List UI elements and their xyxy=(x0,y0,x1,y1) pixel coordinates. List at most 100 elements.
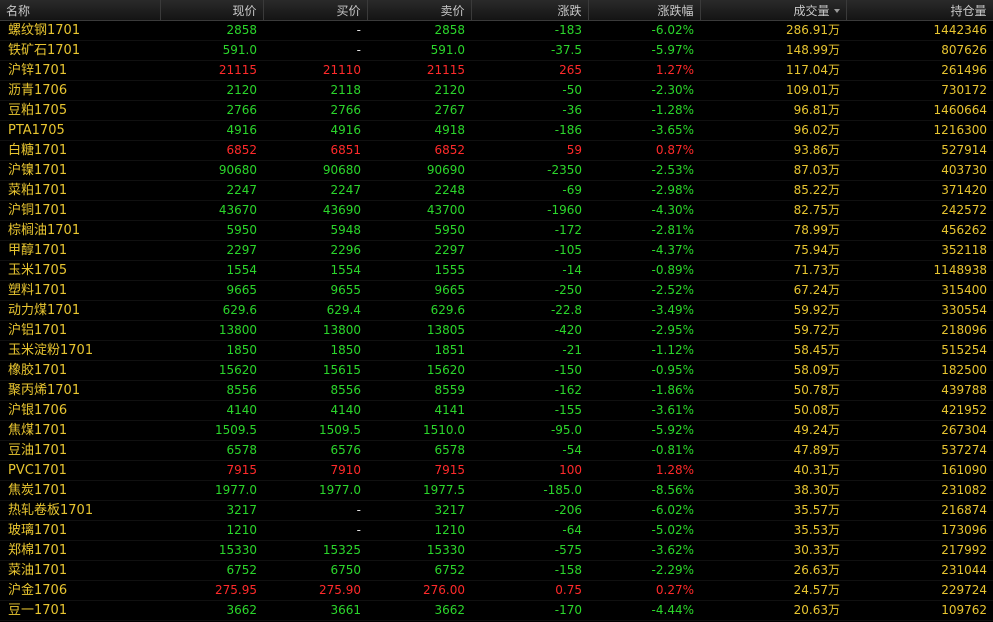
table-row[interactable]: 塑料1701 9665 9655 9665 -250 -2.52% 67.24万 315400 xyxy=(0,280,993,301)
cell-open-interest: 421952 xyxy=(846,400,993,421)
cell-volume: 58.09万 xyxy=(700,360,846,381)
table-row[interactable]: 豆粕1705 2766 2766 2767 -36 -1.28% 96.81万 1460664 xyxy=(0,100,993,121)
table-row[interactable]: 白糖1701 6852 6851 6852 59 0.87% 93.86万 527914 xyxy=(0,140,993,161)
column-header-ask[interactable]: 卖价 xyxy=(367,0,472,21)
table-row[interactable]: PTA1705 4916 4916 4918 -186 -3.65% 96.02万 12163… xyxy=(0,120,993,141)
cell-bid: 2118 xyxy=(263,80,367,101)
column-header-label: 持仓量 xyxy=(950,3,987,18)
cell-volume: 24.57万 xyxy=(700,580,846,601)
cell-bid: - xyxy=(263,500,367,521)
table-row[interactable]: 沪铜1701 43670 43690 43700 -1960 -4.30% 82.75万 24… xyxy=(0,200,993,221)
cell-change-pct: -0.81% xyxy=(588,440,700,461)
table-row[interactable]: 沪银1706 4140 4140 4141 -155 -3.61% 50.08万 421952 xyxy=(0,400,993,421)
cell-change-pct: -1.86% xyxy=(588,380,700,401)
header-row: 名称 现价 买价 卖价 涨跌 涨跌幅 成交量 持仓量 xyxy=(0,0,993,21)
volume-unit: 万 xyxy=(827,603,840,617)
table-row[interactable]: 焦炭1701 1977.0 1977.0 1977.5 -185.0 -8.56% 38.3… xyxy=(0,480,993,501)
cell-name: 焦炭1701 xyxy=(0,480,160,501)
cell-price: 13800 xyxy=(160,320,263,341)
cell-price: 15620 xyxy=(160,360,263,381)
cell-name: 甲醇1701 xyxy=(0,240,160,261)
volume-value: 59.72 xyxy=(793,323,828,337)
table-row[interactable]: 菜粕1701 2247 2247 2248 -69 -2.98% 85.22万 371420 xyxy=(0,180,993,201)
volume-value: 40.31 xyxy=(793,463,828,477)
cell-open-interest: 267304 xyxy=(846,420,993,441)
cell-change: -172 xyxy=(471,220,588,241)
volume-unit: 万 xyxy=(827,183,840,197)
column-header-change[interactable]: 涨跌 xyxy=(471,0,589,21)
cell-bid: 43690 xyxy=(263,200,367,221)
sort-desc-icon[interactable] xyxy=(833,9,840,13)
cell-name: PTA1705 xyxy=(0,120,160,141)
volume-unit: 万 xyxy=(827,503,840,517)
volume-value: 96.02 xyxy=(793,123,828,137)
column-header-open-interest[interactable]: 持仓量 xyxy=(846,0,993,21)
column-header-name[interactable]: 名称 xyxy=(0,0,161,21)
cell-ask: 1977.5 xyxy=(367,480,471,501)
cell-open-interest: 231082 xyxy=(846,480,993,501)
table-row[interactable]: 沪锌1701 21115 21110 21115 265 1.27% 117.04万 2614… xyxy=(0,60,993,81)
column-header-price[interactable]: 现价 xyxy=(160,0,264,21)
table-row[interactable]: 郑棉1701 15330 15325 15330 -575 -3.62% 30.33万 217… xyxy=(0,540,993,561)
table-row[interactable]: PVC1701 7915 7910 7915 100 1.28% 40.31万 161090 xyxy=(0,460,993,481)
table-row[interactable]: 玻璃1701 1210-1210 -64 -5.02% 35.53万 173096 xyxy=(0,520,993,541)
cell-name: 棕榈油1701 xyxy=(0,220,160,241)
cell-open-interest: 229724 xyxy=(846,580,993,601)
column-header-change-pct[interactable]: 涨跌幅 xyxy=(588,0,701,21)
table-row[interactable]: 螺纹钢1701 2858-2858 -183 -6.02% 286.91万 1442346 xyxy=(0,20,993,41)
volume-value: 49.24 xyxy=(793,423,828,437)
cell-name: 豆一1701 xyxy=(0,600,160,621)
table-row[interactable]: 铁矿石1701 591.0-591.0 -37.5 -5.97% 148.99万 8076… xyxy=(0,40,993,61)
table-row[interactable]: 沥青1706 2120 2118 2120 -50 -2.30% 109.01万 730172 xyxy=(0,80,993,101)
table-row[interactable]: 焦煤1701 1509.5 1509.5 1510.0 -95.0 -5.92% 49.24… xyxy=(0,420,993,441)
cell-change-pct: -2.29% xyxy=(588,560,700,581)
column-header-label: 名称 xyxy=(6,3,31,18)
cell-price: 4916 xyxy=(160,120,263,141)
table-row[interactable]: 玉米1705 1554 1554 1555 -14 -0.89% 71.73万 1148938 xyxy=(0,260,993,281)
cell-volume: 49.24万 xyxy=(700,420,846,441)
volume-value: 30.33 xyxy=(793,543,828,557)
table-row[interactable]: 沪铝1701 13800 13800 13805 -420 -2.95% 59.72万 218… xyxy=(0,320,993,341)
cell-change-pct: -2.98% xyxy=(588,180,700,201)
table-row[interactable]: 沪金1706 275.95 275.90 276.00 0.75 0.27% 24.57万 2… xyxy=(0,580,993,601)
cell-bid: 2766 xyxy=(263,100,367,121)
cell-change-pct: -6.02% xyxy=(588,500,700,521)
table-row[interactable]: 玉米淀粉1701 1850 1850 1851 -21 -1.12% 58.45万 51525… xyxy=(0,340,993,361)
cell-volume: 35.53万 xyxy=(700,520,846,541)
volume-unit: 万 xyxy=(827,303,840,317)
column-header-volume[interactable]: 成交量 xyxy=(700,0,847,21)
cell-open-interest: 1460664 xyxy=(846,100,993,121)
cell-name: 沪镍1701 xyxy=(0,160,160,181)
volume-unit: 万 xyxy=(827,163,840,177)
cell-ask: 13805 xyxy=(367,320,471,341)
cell-volume: 87.03万 xyxy=(700,160,846,181)
volume-value: 286.91 xyxy=(785,23,828,37)
volume-unit: 万 xyxy=(827,423,840,437)
volume-unit: 万 xyxy=(827,583,840,597)
cell-bid: 15325 xyxy=(263,540,367,561)
cell-change: -37.5 xyxy=(471,40,588,61)
cell-bid: 13800 xyxy=(263,320,367,341)
cell-volume: 50.08万 xyxy=(700,400,846,421)
table-row[interactable]: 聚丙烯1701 8556 8556 8559 -162 -1.86% 50.78万 43978… xyxy=(0,380,993,401)
cell-name: 橡胶1701 xyxy=(0,360,160,381)
cell-volume: 117.04万 xyxy=(700,60,846,81)
table-row[interactable]: 棕榈油1701 5950 5948 5950 -172 -2.81% 78.99万 45626… xyxy=(0,220,993,241)
table-row[interactable]: 沪镍1701 90680 90680 90690 -2350 -2.53% 87.03万 40… xyxy=(0,160,993,181)
cell-change-pct: 0.27% xyxy=(588,580,700,601)
volume-unit: 万 xyxy=(827,103,840,117)
cell-change: -1960 xyxy=(471,200,588,221)
table-row[interactable]: 豆油1701 6578 6576 6578 -54 -0.81% 47.89万 537274 xyxy=(0,440,993,461)
cell-bid: 7910 xyxy=(263,460,367,481)
table-row[interactable]: 橡胶1701 15620 15615 15620 -150 -0.95% 58.09万 182… xyxy=(0,360,993,381)
table-row[interactable]: 动力煤1701 629.6 629.4 629.6 -22.8 -3.49% 59.92万 3… xyxy=(0,300,993,321)
table-row[interactable]: 豆一1701 3662 3661 3662 -170 -4.44% 20.63万 109762 xyxy=(0,600,993,621)
table-row[interactable]: 菜油1701 6752 6750 6752 -158 -2.29% 26.63万 231044 xyxy=(0,560,993,581)
volume-unit: 万 xyxy=(827,443,840,457)
cell-change: 59 xyxy=(471,140,588,161)
table-row[interactable]: 热轧卷板1701 3217-3217 -206 -6.02% 35.57万 216874 xyxy=(0,500,993,521)
volume-value: 85.22 xyxy=(793,183,828,197)
table-row[interactable]: 甲醇1701 2297 2296 2297 -105 -4.37% 75.94万 352118 xyxy=(0,240,993,261)
cell-name: 沪锌1701 xyxy=(0,60,160,81)
column-header-bid[interactable]: 买价 xyxy=(263,0,368,21)
